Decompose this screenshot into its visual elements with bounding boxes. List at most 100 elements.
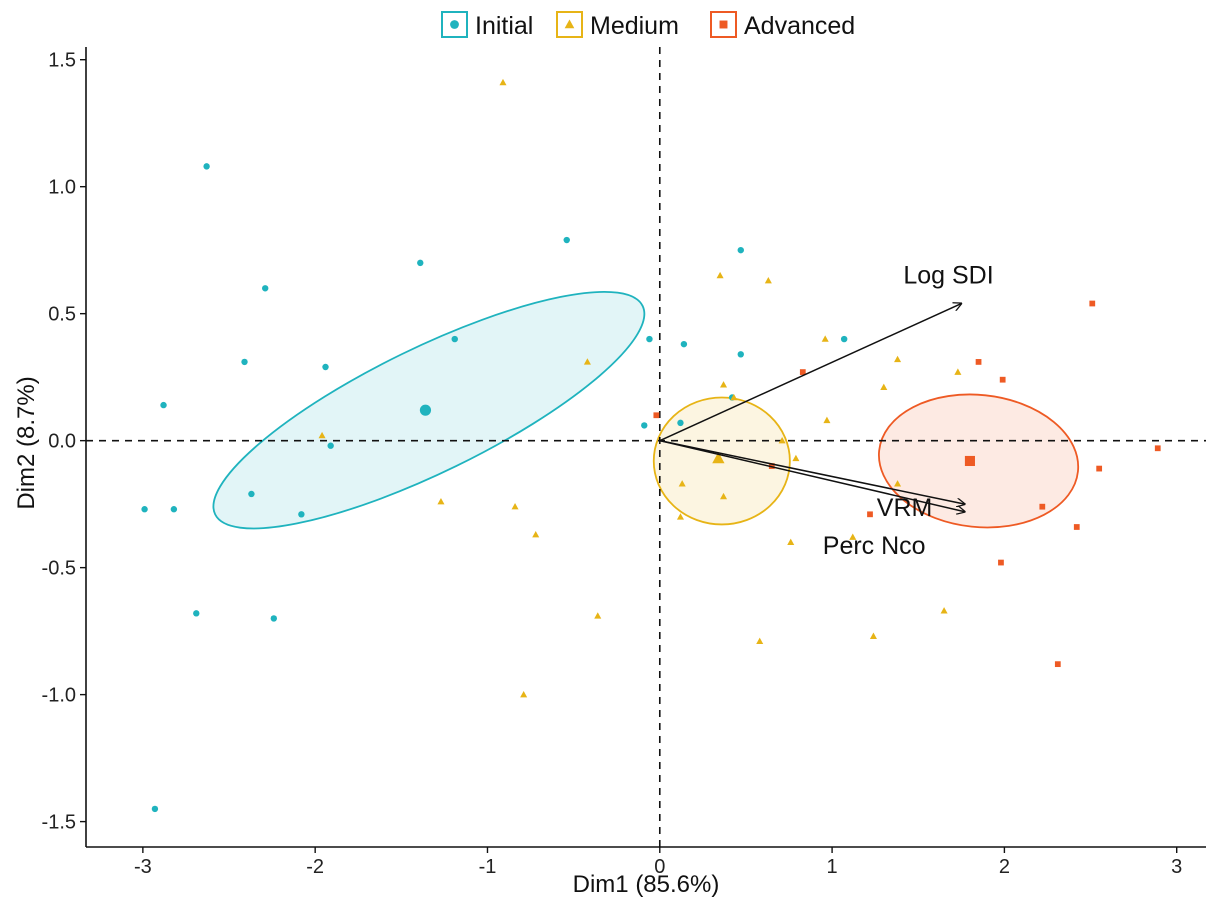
- x-tick-label: 3: [1171, 856, 1182, 878]
- legend: Initial Medium Advanced: [441, 11, 855, 40]
- point-medium: [583, 358, 591, 365]
- point-advanced: [1096, 465, 1103, 472]
- point-initial: [141, 506, 148, 513]
- axes: -3 -2 -1 0 1 2 3 -1.5 -1.0 -0.5 0.0 0.5 1.0 1.5: [42, 47, 1206, 878]
- point-medium: [792, 454, 800, 462]
- y-tick-label: 1.5: [48, 50, 76, 72]
- point-advanced: [1073, 524, 1080, 530]
- point-medium: [869, 632, 877, 639]
- point-advanced: [1054, 661, 1061, 668]
- y-tick-label: 0.5: [48, 304, 76, 326]
- point-initial: [646, 335, 653, 343]
- point-initial: [451, 335, 458, 343]
- point-initial: [840, 335, 848, 343]
- point-medium: [716, 271, 724, 279]
- point-initial: [270, 615, 278, 622]
- point-medium: [940, 607, 948, 614]
- x-tick-label: 1: [827, 856, 838, 878]
- point-medium: [678, 480, 686, 487]
- point-medium: [849, 533, 857, 540]
- y-tick-label: -1.5: [42, 812, 76, 834]
- point-initial: [417, 259, 424, 267]
- point-advanced: [1154, 445, 1161, 452]
- point-advanced: [653, 412, 660, 419]
- point-initial: [203, 163, 210, 170]
- point-advanced: [1089, 300, 1096, 307]
- legend-label-initial: Initial: [475, 12, 533, 40]
- point-medium: [778, 437, 786, 444]
- data-points: [141, 78, 1161, 813]
- x-tick-label: 0: [654, 856, 665, 878]
- point-medium: [720, 381, 728, 388]
- point-initial: [298, 511, 305, 518]
- point-medium: [520, 690, 528, 698]
- centroid-initial: [419, 404, 432, 416]
- point-medium: [954, 368, 962, 375]
- point-initial: [677, 419, 684, 427]
- point-initial: [241, 358, 248, 366]
- point-medium: [894, 355, 902, 363]
- point-medium: [764, 277, 772, 284]
- point-initial: [737, 351, 744, 358]
- point-medium: [821, 335, 829, 342]
- point-initial: [737, 246, 744, 254]
- ellipse-advanced: [878, 393, 1080, 529]
- y-tick-label: 0.0: [48, 431, 76, 453]
- vector-label-vrm: VRM: [877, 494, 933, 522]
- vector-vrm: [659, 439, 965, 504]
- confidence-ellipses: [212, 290, 1080, 530]
- point-medium: [594, 612, 602, 619]
- variable-vectors: Log SDI VRM Perc Nco: [659, 262, 994, 560]
- point-medium: [880, 383, 888, 391]
- point-medium: [756, 637, 764, 645]
- point-advanced: [867, 511, 873, 518]
- point-initial: [327, 442, 334, 449]
- point-medium: [823, 416, 831, 424]
- point-medium: [720, 492, 728, 500]
- point-initial: [193, 610, 200, 617]
- point-medium: [787, 538, 795, 545]
- group-centroids: [419, 404, 975, 467]
- point-medium: [318, 431, 326, 439]
- legend-marker-medium: [564, 19, 575, 29]
- vector-label-perc-nco: Perc Nco: [823, 532, 926, 560]
- point-advanced: [1039, 503, 1046, 510]
- point-medium: [532, 530, 540, 538]
- point-initial: [680, 340, 688, 348]
- point-initial: [170, 506, 178, 513]
- legend-label-medium: Medium: [590, 12, 679, 40]
- x-axis-title: Dim1 (85.6%): [573, 871, 720, 897]
- point-initial: [641, 422, 648, 429]
- point-advanced: [975, 359, 982, 365]
- legend-label-advanced: Advanced: [744, 12, 855, 40]
- point-medium: [437, 497, 445, 505]
- x-tick-label: -2: [306, 856, 324, 878]
- point-initial: [151, 805, 159, 813]
- point-initial: [262, 285, 269, 292]
- x-tick-label: -1: [479, 856, 497, 878]
- legend-marker-initial: [450, 20, 459, 29]
- point-initial: [322, 363, 329, 371]
- y-tick-label: -0.5: [42, 558, 76, 580]
- x-tick-label: 2: [999, 856, 1010, 878]
- y-tick-label: 1.0: [48, 177, 76, 199]
- point-medium: [676, 513, 684, 520]
- point-initial: [248, 490, 255, 498]
- centroid-medium: [712, 452, 725, 464]
- vector-perc-nco: [659, 439, 965, 512]
- vector-log-sdi: [659, 304, 962, 442]
- point-advanced: [799, 369, 806, 375]
- y-tick-label: -1.0: [42, 685, 76, 707]
- vector-label-log-sdi: Log SDI: [903, 262, 993, 290]
- point-initial: [563, 236, 570, 244]
- reference-lines: [86, 47, 1206, 847]
- point-medium: [499, 78, 507, 86]
- point-advanced: [999, 376, 1006, 383]
- x-tick-label: -3: [134, 856, 152, 878]
- point-medium: [511, 503, 519, 510]
- y-axis-title: Dim2 (8.7%): [13, 376, 40, 509]
- point-advanced: [998, 559, 1004, 566]
- point-medium: [730, 393, 738, 401]
- point-initial: [160, 401, 167, 409]
